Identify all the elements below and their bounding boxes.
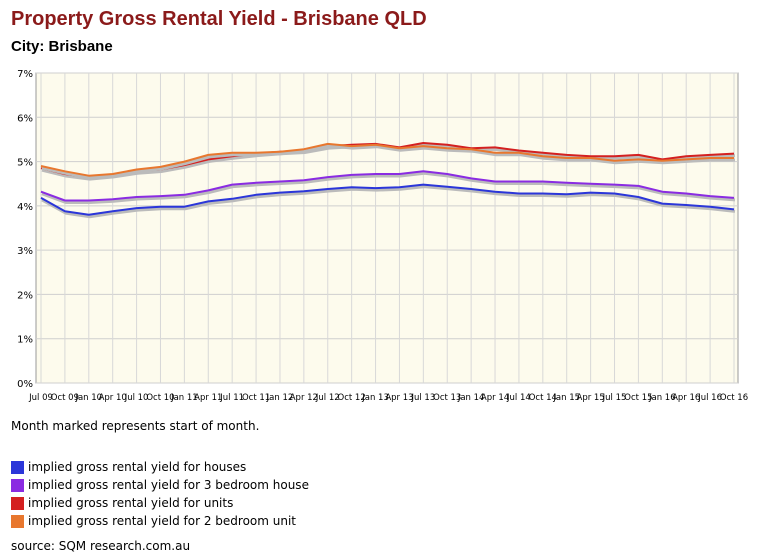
x-tick-label: Oct 16: [720, 393, 748, 403]
x-tick-label: Apr 16: [672, 393, 700, 403]
legend-item: implied gross rental yield for 2 bedroom…: [11, 512, 309, 530]
x-tick-label: Oct 13: [433, 393, 461, 403]
x-tick-label: Jan 10: [74, 393, 102, 403]
legend: implied gross rental yield for houses imp…: [11, 458, 309, 530]
x-tick-label: Jul 09: [28, 393, 53, 403]
y-tick-label: 2%: [17, 290, 33, 301]
y-tick-label: 4%: [17, 202, 33, 213]
x-tick-label: Jan 13: [361, 393, 389, 403]
x-tick-label: Apr 14: [481, 393, 509, 403]
legend-swatch: [11, 496, 24, 510]
series-shadow-1: [41, 171, 736, 204]
legend-item: implied gross rental yield for units: [11, 494, 309, 512]
x-tick-label: Jul 12: [315, 393, 340, 403]
y-tick-label: 6%: [17, 113, 33, 124]
y-tick-label: 1%: [17, 335, 33, 346]
y-axis-ticks: 0% 1% 2% 3% 4% 5% 6% 7%: [17, 69, 33, 390]
x-tick-label: Jul 11: [219, 393, 244, 403]
x-tick-label: Jan 16: [648, 393, 676, 403]
x-tick-label: Jan 11: [170, 393, 198, 403]
legend-label: implied gross rental yield for 2 bedroom…: [28, 514, 297, 528]
series-line-3: [40, 142, 734, 177]
y-tick-label: 0%: [17, 379, 33, 390]
x-tick-label: Jul 14: [506, 393, 531, 403]
chart-title: Property Gross Rental Yield - Brisbane Q…: [11, 8, 427, 30]
x-tick-label: Oct 09: [51, 393, 79, 403]
x-tick-label: Jul 15: [602, 393, 627, 403]
legend-item: implied gross rental yield for 3 bedroom…: [11, 476, 309, 494]
y-tick-label: 5%: [17, 158, 33, 169]
x-tick-label: Oct 10: [146, 393, 174, 403]
x-tick-label: Oct 11: [242, 393, 270, 403]
series-line-0: [40, 183, 735, 216]
x-tick-label: Apr 13: [385, 393, 413, 403]
legend-label: implied gross rental yield for units: [28, 496, 234, 510]
x-tick-label: Jan 15: [552, 393, 580, 403]
x-tick-label: Jul 16: [697, 393, 722, 403]
x-tick-label: Oct 15: [624, 393, 652, 403]
x-tick-label: Apr 11: [194, 393, 222, 403]
legend-swatch: [11, 460, 24, 474]
legend-item: implied gross rental yield for houses: [11, 458, 309, 476]
x-tick-label: Apr 12: [290, 393, 318, 403]
y-tick-label: 7%: [17, 69, 33, 80]
plot-area: [35, 72, 739, 384]
y-tick-label: 3%: [17, 246, 33, 257]
series-shadow-0: [41, 185, 736, 219]
source-credit: source: SQM research.com.au: [11, 539, 191, 553]
chart-subtitle: City: Brisbane: [11, 38, 113, 55]
x-tick-label: Jan 14: [457, 393, 485, 403]
month-note: Month marked represents start of month.: [11, 419, 260, 433]
x-tick-label: Oct 12: [338, 393, 366, 403]
legend-label: implied gross rental yield for houses: [28, 460, 247, 474]
x-tick-label: Oct 14: [529, 393, 557, 403]
legend-label: implied gross rental yield for 3 bedroom…: [28, 478, 309, 492]
series-line-1: [40, 170, 735, 202]
series-lines: [40, 142, 736, 219]
x-tick-label: Apr 10: [99, 393, 127, 403]
x-tick-label: Jul 13: [410, 393, 435, 403]
x-tick-label: Jul 10: [124, 393, 149, 403]
legend-swatch: [11, 478, 24, 492]
legend-swatch: [11, 514, 24, 528]
gridlines: [36, 72, 738, 384]
x-tick-label: Apr 15: [577, 393, 605, 403]
x-tick-label: Jan 12: [266, 393, 294, 403]
series-shadow-3: [41, 144, 735, 180]
